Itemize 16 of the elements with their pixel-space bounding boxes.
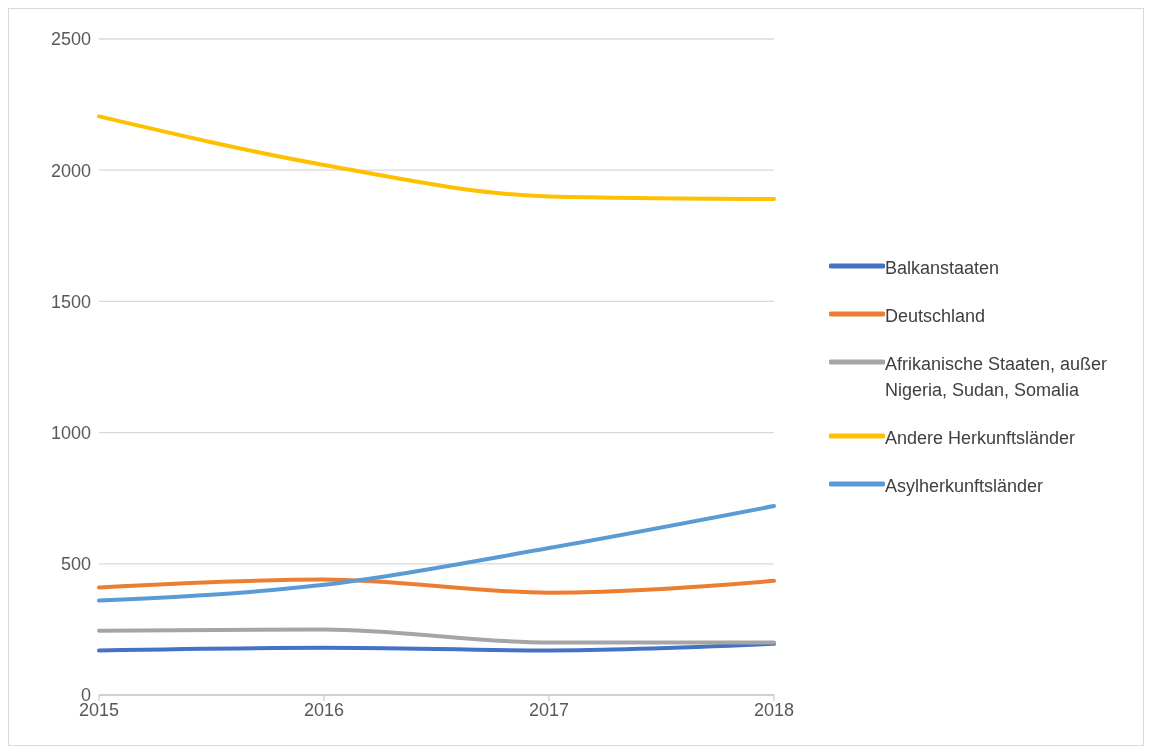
line-series xyxy=(97,114,776,202)
y-tick-label: 2500 xyxy=(50,29,91,50)
y-tick-label: 1500 xyxy=(50,291,91,312)
x-tick-label: 2018 xyxy=(753,699,795,720)
y-tick-label: 1000 xyxy=(50,422,91,443)
line-series xyxy=(97,577,776,595)
x-tick-label: 2017 xyxy=(528,699,570,720)
legend-label: Deutschland xyxy=(885,305,986,328)
legend-label: Afrikanische Staaten, außer Nigeria, Sudan, Somalia xyxy=(885,353,1109,402)
legend-label: Asylherkunftsländer xyxy=(885,475,1044,498)
legend-label: Balkanstaaten xyxy=(885,257,1000,280)
y-tick-label: 2000 xyxy=(50,160,91,181)
line-series xyxy=(97,504,776,603)
legend-label: Andere Herkunftsländer xyxy=(885,427,1076,450)
x-tick-label: 2016 xyxy=(303,699,345,720)
y-tick-label: 500 xyxy=(60,554,91,575)
